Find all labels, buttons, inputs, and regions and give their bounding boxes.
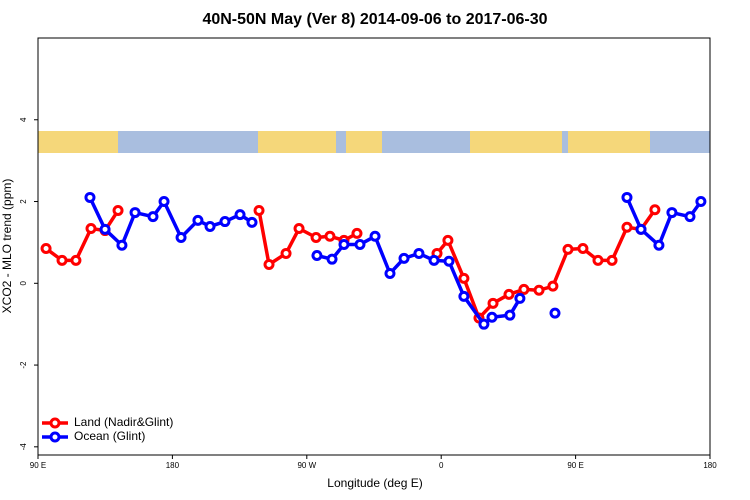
point	[606, 254, 618, 266]
point	[514, 292, 526, 304]
point	[384, 267, 396, 279]
point	[518, 283, 530, 295]
chart-title: 40N-50N May (Ver 8) 2014-09-06 to 2017-0…	[202, 11, 547, 28]
series-line	[45, 208, 657, 320]
legend-label: Land (Nadir&Glint)	[74, 415, 173, 429]
x-tick-label: 0	[439, 461, 444, 470]
point	[280, 247, 292, 259]
point	[621, 191, 633, 203]
y-tick-label: 0	[19, 281, 28, 286]
y-tick-label: -2	[19, 361, 28, 369]
point	[40, 243, 52, 255]
point	[649, 204, 661, 216]
x-tick-label: 180	[166, 461, 180, 470]
point	[577, 243, 589, 255]
point	[503, 288, 515, 300]
point	[666, 207, 678, 219]
point	[487, 297, 499, 309]
point	[592, 254, 604, 266]
point	[311, 249, 323, 261]
point	[443, 255, 455, 267]
point	[442, 234, 454, 246]
map-strip	[38, 131, 710, 153]
point	[413, 247, 425, 259]
point	[112, 205, 124, 217]
point	[635, 223, 647, 235]
point	[562, 243, 574, 255]
legend-label: Ocean (Glint)	[74, 429, 145, 443]
point	[478, 318, 490, 330]
point	[175, 232, 187, 244]
point	[533, 284, 545, 296]
point	[653, 239, 665, 251]
legend-marker	[49, 431, 61, 443]
point	[621, 221, 633, 233]
point	[204, 220, 216, 232]
point	[147, 211, 159, 223]
plot-frame	[37, 37, 711, 456]
point	[547, 280, 559, 292]
point	[354, 238, 366, 250]
point	[99, 223, 111, 235]
y-tick-label: 2	[19, 199, 28, 204]
x-tick-label: 90 E	[30, 461, 46, 470]
legend-marker	[49, 417, 61, 429]
point	[351, 227, 363, 239]
point	[398, 252, 410, 264]
y-tick-label: -4	[19, 443, 28, 451]
point	[293, 223, 305, 235]
y-axis-title: XCO2 - MLO trend (ppm)	[0, 179, 14, 314]
point	[486, 311, 498, 323]
point	[219, 216, 231, 228]
point	[116, 239, 128, 251]
x-tick-label: 180	[703, 461, 717, 470]
point	[684, 211, 696, 223]
y-tick-label: 4	[19, 117, 28, 122]
point	[504, 309, 516, 321]
point	[324, 230, 336, 242]
point	[338, 238, 350, 250]
point	[458, 290, 470, 302]
point	[70, 254, 82, 266]
point	[695, 196, 707, 208]
point	[85, 223, 97, 235]
point	[326, 253, 338, 265]
point	[158, 196, 170, 208]
point	[56, 254, 68, 266]
point	[263, 258, 275, 270]
x-tick-label: 90 E	[567, 461, 583, 470]
x-axis-title: Longitude (deg E)	[327, 476, 422, 490]
point	[234, 209, 246, 221]
point	[246, 216, 258, 228]
point	[84, 191, 96, 203]
point	[549, 307, 561, 319]
point	[310, 232, 322, 244]
point	[253, 205, 265, 217]
x-tick-label: 90 W	[297, 461, 316, 470]
point	[129, 207, 141, 219]
point	[458, 272, 470, 284]
point	[428, 254, 440, 266]
point	[192, 214, 204, 226]
point	[369, 230, 381, 242]
